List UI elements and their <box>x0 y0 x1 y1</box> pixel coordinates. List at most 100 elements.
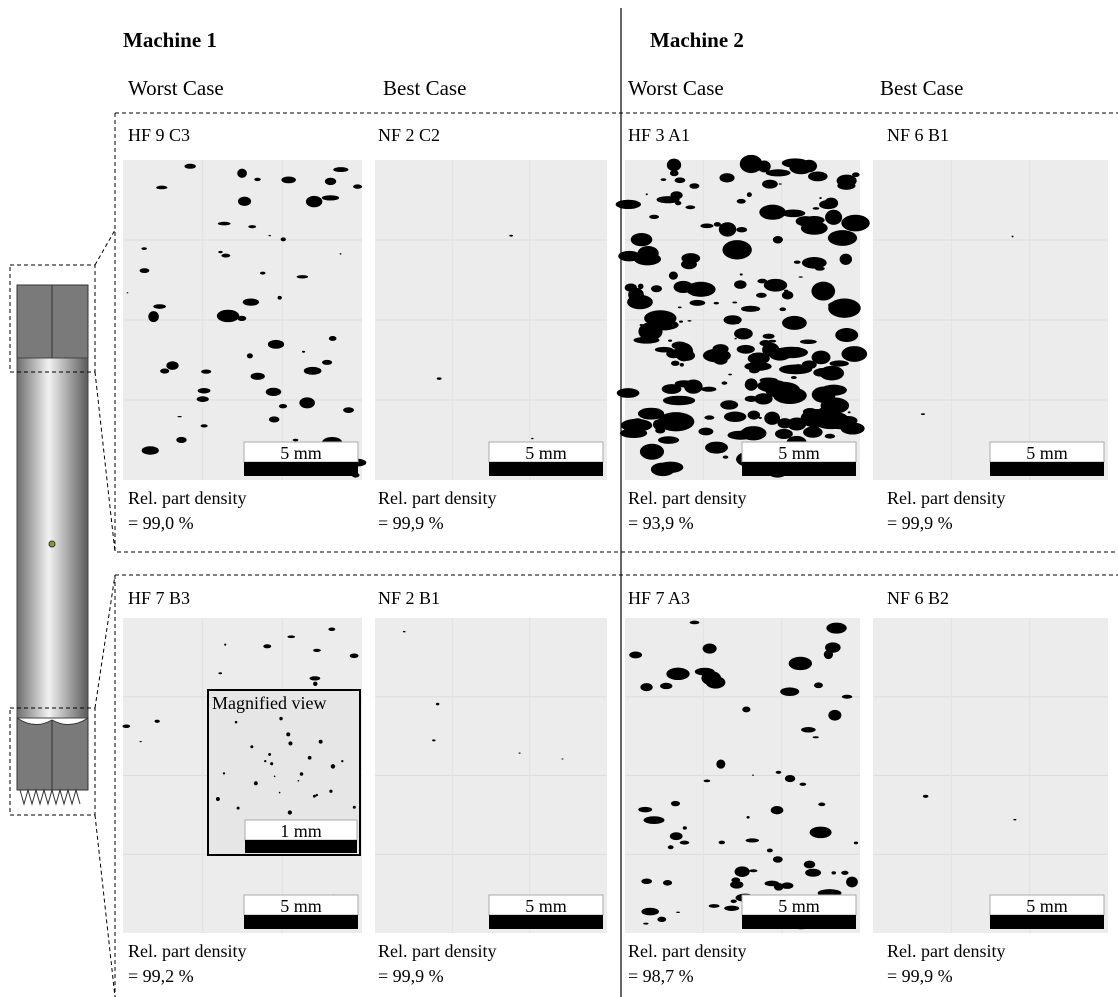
density-label: Rel. part density <box>887 488 1005 508</box>
pore <box>670 832 683 840</box>
density-value: = 99,9 % <box>378 966 444 986</box>
pore <box>737 199 746 204</box>
pore <box>675 380 694 387</box>
pore <box>773 856 783 862</box>
pore <box>690 621 700 625</box>
pore <box>141 247 146 250</box>
pore <box>705 442 728 454</box>
pore <box>640 444 664 460</box>
machine-title: Machine 2 <box>650 28 744 52</box>
pore <box>340 253 342 255</box>
pore <box>331 764 335 768</box>
pore <box>723 315 741 324</box>
pore <box>288 810 292 814</box>
pore <box>646 193 648 195</box>
pore <box>177 416 181 417</box>
pore <box>771 806 784 814</box>
density-value: = 93,9 % <box>628 513 694 533</box>
sample-id: NF 6 B2 <box>887 588 949 608</box>
pore <box>921 413 925 415</box>
pore <box>328 627 335 631</box>
pore <box>675 201 682 205</box>
pore <box>269 416 279 422</box>
pore <box>216 797 220 801</box>
pore <box>281 177 296 184</box>
pore <box>667 159 681 172</box>
pore <box>802 257 827 269</box>
pore <box>319 740 323 744</box>
pore <box>221 254 230 258</box>
pore <box>825 210 842 225</box>
pore <box>747 192 752 197</box>
pore <box>821 397 850 413</box>
pore <box>353 184 362 188</box>
pore <box>633 418 642 423</box>
pore <box>649 215 659 219</box>
pore <box>668 339 672 341</box>
pore <box>813 207 820 210</box>
pore <box>224 644 226 646</box>
scale-label: 5 mm <box>778 896 820 916</box>
pore <box>824 198 838 209</box>
pore <box>641 908 659 916</box>
pore <box>300 772 304 776</box>
pore <box>725 347 727 349</box>
pore <box>791 376 797 379</box>
pore <box>722 240 751 259</box>
micrograph <box>873 618 1108 933</box>
pore <box>671 801 680 806</box>
pore <box>680 363 684 367</box>
pore <box>663 396 695 406</box>
pore <box>251 373 265 380</box>
pore <box>274 776 276 778</box>
pore <box>281 237 286 241</box>
pore <box>678 307 682 309</box>
pore <box>813 369 827 377</box>
pore <box>325 178 336 185</box>
pore <box>757 161 770 173</box>
pore <box>706 676 726 689</box>
pore <box>509 235 513 237</box>
pore <box>153 304 166 309</box>
pore <box>701 387 716 392</box>
micrograph <box>375 618 607 933</box>
pore <box>142 446 159 454</box>
pore <box>828 230 857 246</box>
pore <box>620 428 647 438</box>
sample-id: HF 3 A1 <box>628 125 690 145</box>
pore <box>670 191 682 199</box>
pore <box>286 732 290 736</box>
pore <box>304 367 322 375</box>
pore <box>666 668 689 680</box>
pore <box>775 429 793 439</box>
pore <box>740 273 743 275</box>
pore <box>811 282 835 301</box>
pore <box>561 758 563 759</box>
pore <box>313 682 317 686</box>
pore <box>766 169 791 176</box>
density-value: = 99,9 % <box>887 513 953 533</box>
pore <box>828 301 844 309</box>
pore <box>651 463 675 477</box>
pore <box>923 795 929 798</box>
pore <box>685 205 695 209</box>
pore <box>631 233 653 246</box>
sample-id: HF 9 C3 <box>128 125 190 145</box>
micrograph <box>625 618 860 933</box>
pore <box>785 775 795 782</box>
pore <box>771 289 776 291</box>
pore <box>781 882 793 889</box>
pore <box>819 197 822 199</box>
pore <box>854 841 858 844</box>
pore <box>254 781 258 785</box>
pore <box>293 439 299 442</box>
scale-bar <box>245 840 357 853</box>
pore <box>638 807 652 812</box>
scale-bar <box>244 462 358 476</box>
pore <box>724 906 739 911</box>
pore <box>197 396 209 402</box>
pore <box>680 841 690 845</box>
pore <box>829 360 848 366</box>
case-header: Worst Case <box>628 76 724 100</box>
pore <box>223 772 225 774</box>
